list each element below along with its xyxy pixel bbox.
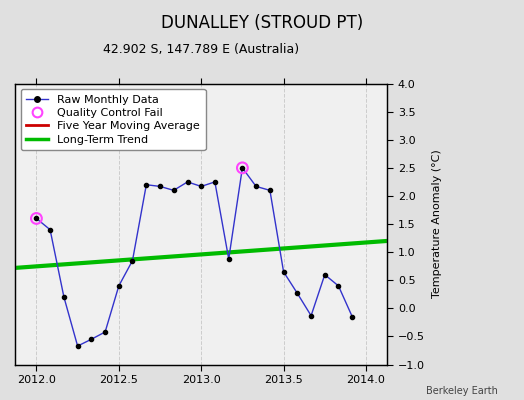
Point xyxy=(238,165,247,171)
Y-axis label: Temperature Anomaly (°C): Temperature Anomaly (°C) xyxy=(432,150,442,298)
Text: Berkeley Earth: Berkeley Earth xyxy=(426,386,498,396)
Text: DUNALLEY (STROUD PT): DUNALLEY (STROUD PT) xyxy=(161,14,363,32)
Title: 42.902 S, 147.789 E (Australia): 42.902 S, 147.789 E (Australia) xyxy=(103,43,299,56)
Point xyxy=(32,215,41,222)
Legend: Raw Monthly Data, Quality Control Fail, Five Year Moving Average, Long-Term Tren: Raw Monthly Data, Quality Control Fail, … xyxy=(20,89,205,150)
